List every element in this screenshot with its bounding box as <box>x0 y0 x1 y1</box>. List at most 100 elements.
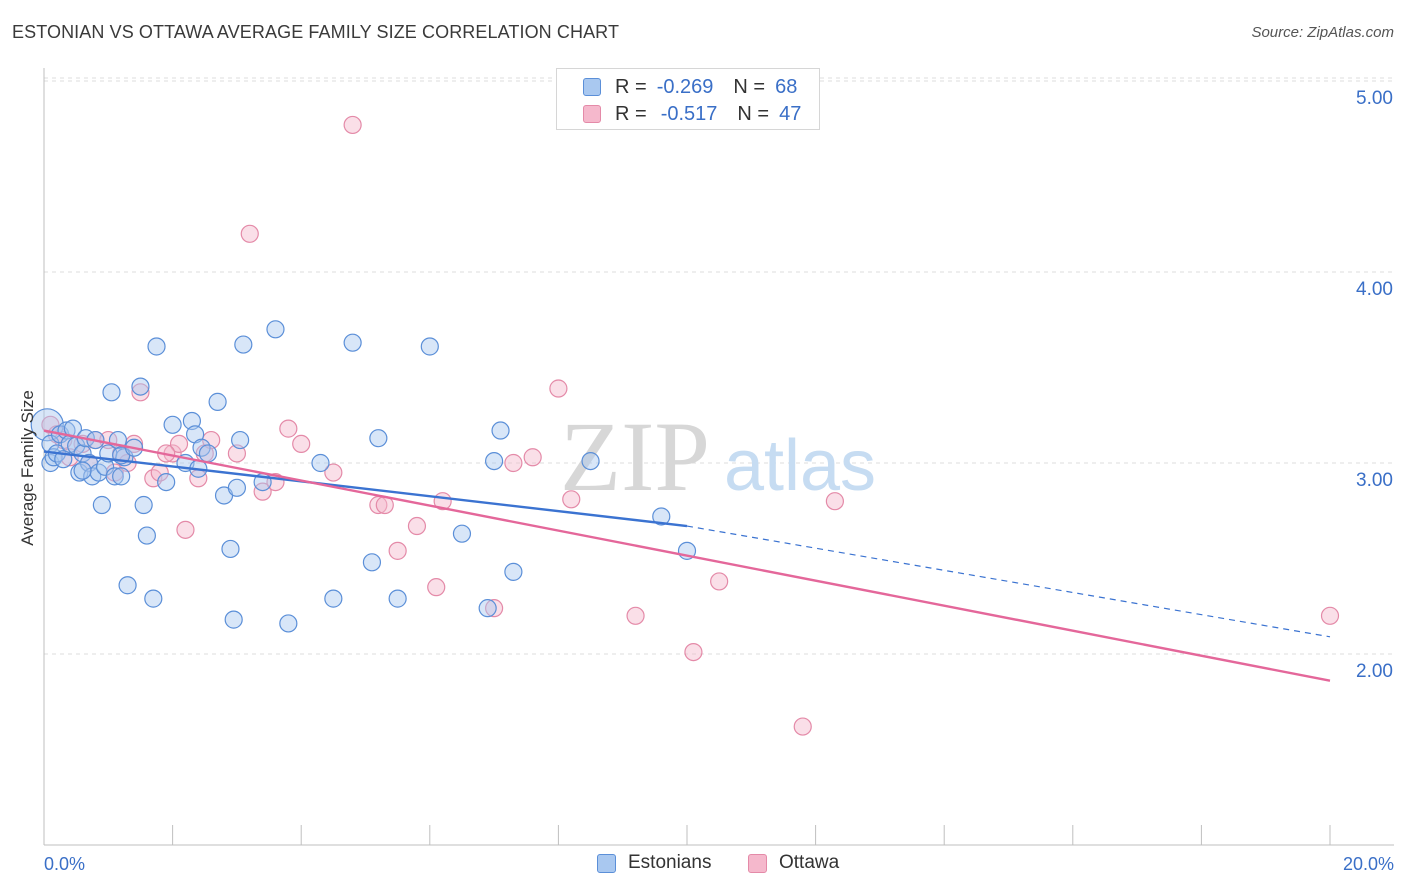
estonians-point <box>224 610 243 629</box>
y-axis-label: Average Family Size <box>18 390 37 546</box>
estonians-point <box>266 320 285 339</box>
ottawa-point <box>504 453 523 473</box>
estonians-point <box>491 421 510 440</box>
estonians-point <box>198 444 218 463</box>
estonians-point <box>362 553 382 572</box>
ottawa-point <box>1320 606 1340 625</box>
ottawa-point <box>253 482 272 501</box>
legend-n-label: N = <box>737 102 770 125</box>
estonians-point <box>118 576 137 595</box>
watermark-zip: ZIP <box>560 401 710 512</box>
estonians-point <box>420 337 439 356</box>
estonians-point <box>324 589 343 608</box>
ottawa-point <box>240 224 259 243</box>
ottawa-point <box>131 383 150 402</box>
estonians-point <box>221 539 240 559</box>
legend-row-estonians: R = -0.269 N = 68 <box>583 75 797 99</box>
ottawa-point <box>684 642 703 662</box>
ottawa-point <box>169 434 189 453</box>
legend-r-label: R = <box>615 75 647 98</box>
ottawa-point <box>292 434 311 453</box>
ottawa-trend-line <box>43 429 1331 682</box>
ottawa-point <box>549 379 568 398</box>
watermark-atlas: atlas <box>724 426 876 506</box>
estonians-point <box>343 333 362 352</box>
legend-n-value-estonians: 68 <box>775 75 798 98</box>
trend-lines <box>43 429 1331 682</box>
estonians-point <box>231 430 250 450</box>
estonians-point <box>234 335 253 354</box>
legend-n-value-ottawa: 47 <box>779 102 802 125</box>
legend-r-value-ottawa: -0.517 <box>660 102 718 125</box>
estonians-point <box>134 495 153 515</box>
correlation-legend: R = -0.269 N = 68 R = -0.517 N = 47 <box>556 68 820 130</box>
ottawa-point <box>407 516 427 536</box>
ottawa-point <box>562 490 581 509</box>
ottawa-point <box>227 444 246 463</box>
y-tick-label-5: 5.00 <box>1356 88 1393 109</box>
ottawa-point <box>202 430 221 450</box>
estonians-point <box>227 478 246 497</box>
bottom-legend-swatch-ottawa <box>748 853 767 873</box>
y-tick-label-4: 4.00 <box>1356 279 1393 300</box>
estonians-point <box>369 429 388 448</box>
bottom-legend-label-estonians: Estonians <box>628 852 712 873</box>
estonians-point <box>73 461 92 480</box>
ottawa-point <box>523 448 542 467</box>
estonians-point <box>311 453 330 473</box>
estonians-trend-extension <box>686 525 1331 638</box>
y-tick-label-3: 3.00 <box>1356 470 1393 491</box>
estonians-point <box>147 337 166 356</box>
legend-n-label: N = <box>733 75 766 98</box>
bottom-legend-swatch-estonians <box>597 853 616 873</box>
estonians-point <box>163 415 182 434</box>
estonians-point <box>452 524 472 543</box>
ottawa-point <box>343 115 362 135</box>
estonians-point <box>581 451 600 471</box>
chart-title: ESTONIAN VS OTTAWA AVERAGE FAMILY SIZE C… <box>12 22 620 42</box>
estonians-point <box>279 614 298 633</box>
legend-swatch-ottawa <box>583 105 601 123</box>
estonians-point <box>182 411 201 431</box>
bottom-legend-ottawa: Ottawa <box>748 852 839 874</box>
bottom-legend-estonians: Estonians <box>597 852 711 874</box>
legend-swatch-estonians <box>583 78 601 96</box>
ottawa-point <box>41 415 60 434</box>
legend-r-label: R = <box>615 102 647 125</box>
ottawa-point <box>427 578 446 597</box>
estonians-point <box>157 473 176 492</box>
estonians-point <box>208 392 227 411</box>
ottawa-point <box>710 572 729 591</box>
legend-row-ottawa: R = -0.517 N = 47 <box>583 102 801 126</box>
estonians-point <box>504 562 523 581</box>
estonians-point <box>388 589 407 608</box>
estonians-point <box>105 467 124 486</box>
bottom-legend-label-ottawa: Ottawa <box>779 852 840 873</box>
grid-lines <box>44 77 1394 655</box>
ottawa-point <box>324 463 343 482</box>
estonians-point <box>102 383 121 402</box>
estonians-point <box>112 467 131 486</box>
estonians-point <box>131 377 150 396</box>
y-tick-label-2: 2.00 <box>1356 661 1393 682</box>
x-tick-label-1: 20.0% <box>1343 854 1394 874</box>
watermark: ZIP atlas <box>560 401 876 512</box>
chart-source: Source: ZipAtlas.com <box>1251 24 1394 41</box>
estonians-point <box>478 599 497 618</box>
ottawa-point <box>279 419 298 438</box>
estonians-point <box>144 589 163 608</box>
estonians-point <box>137 526 156 545</box>
ottawa-point <box>793 717 812 736</box>
estonians-point <box>485 451 504 471</box>
data-points <box>30 115 1340 736</box>
estonians-point <box>652 507 671 526</box>
estonians-point <box>92 495 111 515</box>
x-tick-label-0: 0.0% <box>44 854 85 874</box>
ottawa-point <box>485 599 504 618</box>
axes <box>43 68 1394 846</box>
estonians-trend-line <box>43 450 688 528</box>
ottawa-point <box>825 492 844 511</box>
legend-r-value-estonians: -0.269 <box>656 75 714 98</box>
ottawa-point <box>626 606 645 625</box>
